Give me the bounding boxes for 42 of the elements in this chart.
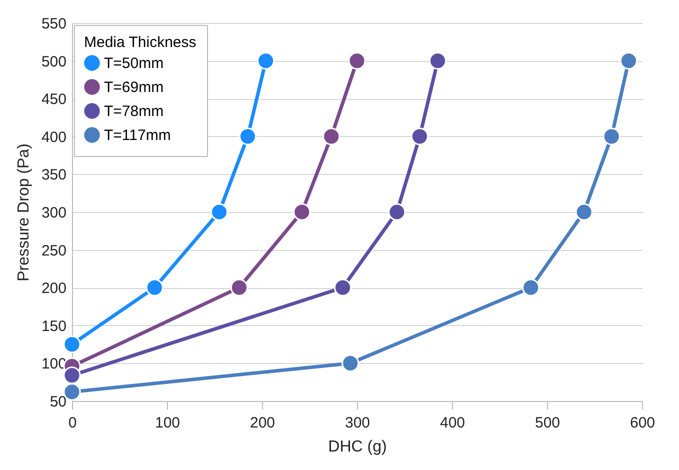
point — [210, 203, 228, 221]
y-tick-label: 50 — [50, 394, 66, 410]
point — [348, 52, 366, 70]
y-tick-label: 450 — [41, 91, 66, 108]
point — [388, 203, 406, 221]
x-axis-title: DHC (g) — [328, 438, 387, 456]
point — [522, 278, 540, 296]
legend-label: T=117mm — [104, 127, 171, 144]
x-tick-label: 100 — [154, 414, 180, 432]
y-tick-label: 350 — [41, 166, 66, 184]
y-tick-label: 400 — [41, 128, 66, 146]
point — [238, 128, 257, 146]
legend-label: T=78mm — [104, 103, 164, 120]
legend-title: Media Thickness — [84, 34, 196, 51]
x-tick-label: 0 — [68, 414, 77, 432]
y-tick-label: 250 — [41, 242, 66, 260]
point — [342, 354, 360, 372]
point — [63, 336, 81, 354]
x-tick-label: 300 — [344, 414, 370, 432]
y-tick-label: 150 — [41, 318, 66, 335]
x-tick-label: 200 — [250, 414, 276, 432]
y-tick-label: 500 — [41, 53, 66, 70]
y-tick-label: 200 — [41, 280, 66, 298]
point — [146, 278, 164, 296]
point — [256, 52, 275, 70]
x-tick-label: 500 — [534, 414, 560, 432]
y-tick-label: 550 — [41, 16, 66, 32]
legend-label: T=69mm — [104, 79, 164, 96]
x-tick-label: 400 — [440, 414, 466, 432]
point — [293, 203, 311, 221]
point — [428, 52, 447, 70]
point — [620, 52, 638, 70]
point — [334, 278, 352, 296]
point — [230, 278, 248, 296]
point — [322, 128, 340, 146]
point — [410, 128, 429, 146]
point — [575, 203, 593, 221]
y-tick-label: 300 — [41, 204, 66, 222]
y-axis-title: Pressure Drop (Pa) — [15, 144, 32, 282]
x-tick-label: 600 — [630, 414, 656, 432]
point — [602, 128, 620, 146]
legend-label: T=50mm — [104, 55, 164, 72]
